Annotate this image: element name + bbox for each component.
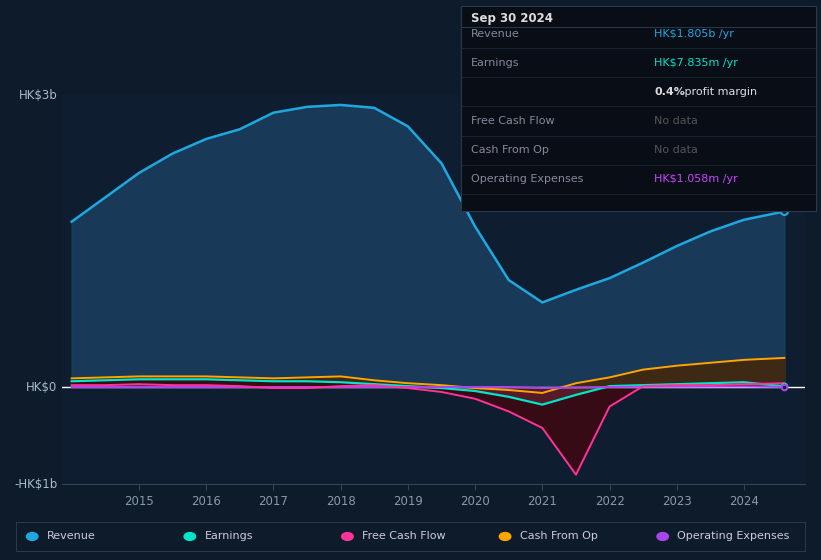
Text: HK$1.058m /yr: HK$1.058m /yr [654,174,738,184]
Text: HK$7.835m /yr: HK$7.835m /yr [654,58,738,68]
Text: HK$3b: HK$3b [19,88,57,102]
Text: Earnings: Earnings [471,58,520,68]
Text: HK$1.805b /yr: HK$1.805b /yr [654,29,734,39]
Text: Operating Expenses: Operating Expenses [471,174,584,184]
Text: 0.4%: 0.4% [654,87,686,97]
Text: Earnings: Earnings [204,531,253,542]
Text: Sep 30 2024: Sep 30 2024 [471,12,553,25]
Text: No data: No data [654,116,698,126]
Text: HK$0: HK$0 [26,381,57,394]
Text: Free Cash Flow: Free Cash Flow [362,531,446,542]
Text: Cash From Op: Cash From Op [471,145,549,155]
Text: Operating Expenses: Operating Expenses [677,531,790,542]
Text: Revenue: Revenue [47,531,96,542]
Text: No data: No data [654,145,698,155]
Text: profit margin: profit margin [681,87,757,97]
Text: Cash From Op: Cash From Op [520,531,598,542]
Text: Revenue: Revenue [471,29,520,39]
Text: -HK$1b: -HK$1b [14,478,57,491]
Text: Free Cash Flow: Free Cash Flow [471,116,555,126]
